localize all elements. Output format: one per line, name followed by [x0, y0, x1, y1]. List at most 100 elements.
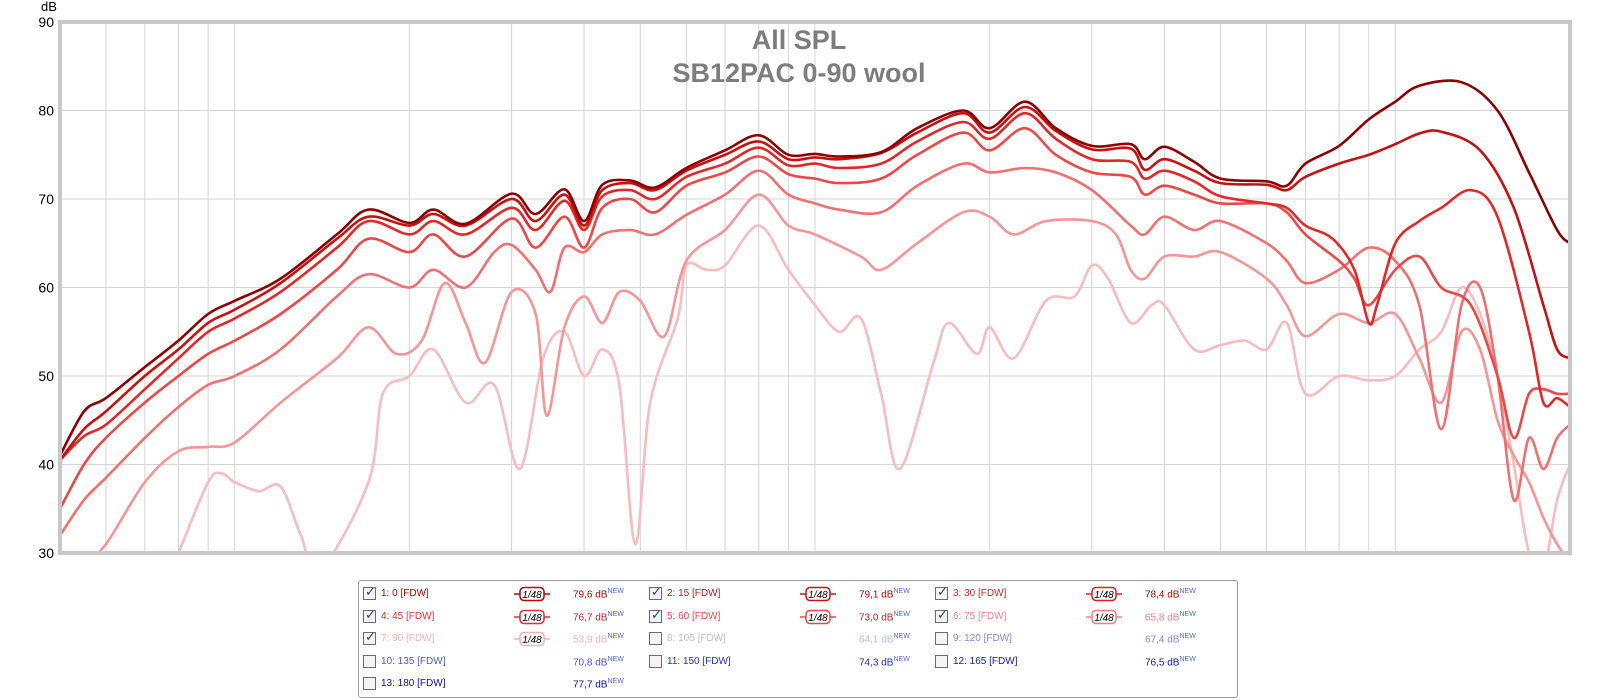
legend-new-badge: NEW: [893, 610, 910, 618]
smoothing-icon-box: [519, 609, 545, 624]
x-tick-label: 7k: [1298, 558, 1314, 560]
series-line-2: [60, 105, 1570, 461]
legend-item: 3: 30 [FDW] 1/48 78,4 dBNEW: [935, 584, 1215, 604]
legend-item: 1: 0 [FDW] 1/48 79,6 dBNEW: [363, 584, 643, 604]
chart-series: [60, 79, 1570, 553]
smoothing-icon[interactable]: 1/48: [1085, 586, 1123, 602]
legend-checkbox[interactable]: [649, 654, 662, 668]
series-line-7: [177, 224, 1570, 553]
legend-new-badge: NEW: [1179, 633, 1196, 640]
legend-item: 12: 165 [FDW] 76,5 dBNEW: [935, 652, 1215, 672]
series-line-3: [60, 111, 1570, 462]
smoothing-icon-box: [519, 631, 545, 647]
legend-item-value: 53,9 dBNEW: [573, 633, 624, 646]
x-tick-label: 60: [98, 558, 114, 560]
legend-checkbox[interactable]: [935, 632, 948, 645]
x-tick-label: 300: [500, 558, 524, 560]
chart-title: All SPL: [752, 25, 847, 55]
legend-item-value: 64,1 dBNEW: [859, 633, 910, 646]
smoothing-icon-label: 1/48: [1094, 590, 1114, 601]
y-tick-label: 70: [38, 191, 54, 207]
legend-checkbox[interactable]: [649, 585, 662, 600]
x-tick-label: 80: [171, 558, 187, 560]
y-tick-label: 50: [38, 368, 54, 384]
x-tick-label: 100: [223, 558, 247, 560]
legend-new-badge: NEW: [893, 633, 910, 640]
x-tick-label: 600: [675, 558, 699, 560]
smoothing-icon-label: 1/48: [522, 613, 542, 624]
legend-checkbox[interactable]: [649, 608, 662, 623]
legend-new-badge: NEW: [607, 588, 624, 595]
legend-item-value: 79,6 dBNEW: [573, 588, 624, 601]
y-tick-label: 60: [38, 280, 54, 296]
legend-item-label: 4: 45 [FDW]: [381, 610, 435, 622]
legend-checkbox[interactable]: [363, 630, 376, 645]
legend-item-label: 11: 150 [FDW]: [667, 655, 731, 667]
legend-item-value: 76,7 dBNEW: [573, 610, 624, 623]
y-tick-label: 80: [38, 103, 54, 119]
legend-item: 13: 180 [FDW] 77,7 dBNEW: [363, 674, 643, 694]
legend-item-value: 77,7 dBNEW: [573, 678, 624, 691]
legend-new-badge: NEW: [607, 655, 624, 663]
chart-grid: [59, 21, 1571, 554]
smoothing-icon[interactable]: 1/48: [799, 609, 837, 625]
legend-item-label: 9: 120 [FDW]: [953, 633, 1012, 644]
x-tick-label: 9k: [1361, 558, 1377, 560]
smoothing-icon[interactable]: 1/48: [513, 586, 551, 602]
x-tick-label: 1k: [808, 558, 824, 560]
smoothing-icon-box: [1091, 609, 1117, 624]
legend-item-label: 10: 135 [FDW]: [381, 655, 446, 667]
x-tick-label: 2k: [982, 558, 998, 560]
smoothing-icon[interactable]: 1/48: [799, 586, 837, 602]
legend-item: 5: 60 [FDW] 1/48 73,0 dBNEW: [649, 607, 929, 627]
y-tick-label: 30: [38, 545, 54, 560]
legend-checkbox[interactable]: [935, 654, 948, 668]
legend-checkbox[interactable]: [935, 585, 948, 600]
legend-checkbox[interactable]: [935, 608, 948, 623]
spl-chart: 30 40 50 60 70 80 90 50 60 70 80 100 200 300 400 500 600…: [38, 0, 1600, 560]
legend-item: 2: 15 [FDW] 1/48 79,1 dBNEW: [649, 584, 929, 604]
smoothing-icon-box: [519, 586, 545, 602]
legend-checkbox[interactable]: [649, 632, 662, 645]
legend-new-badge: NEW: [1179, 588, 1196, 595]
x-tick-label: 10k: [1384, 558, 1408, 560]
smoothing-icon-label: 1/48: [522, 635, 542, 646]
legend-item-label: 8: 105 [FDW]: [667, 633, 726, 644]
legend-item-value: 65,8 dBNEW: [1145, 610, 1196, 623]
legend-checkbox[interactable]: [363, 608, 376, 623]
x-tick-label: 4k: [1157, 558, 1173, 560]
smoothing-icon-label: 1/48: [808, 613, 828, 624]
legend-new-badge: NEW: [607, 633, 624, 640]
legend-item-label: 12: 165 [FDW]: [953, 655, 1018, 667]
legend-item: 7: 90 [FDW] 1/48 53,9 dBNEW: [363, 629, 643, 649]
smoothing-icon-label: 1/48: [522, 590, 542, 601]
legend-item-value: 73,0 dBNEW: [859, 610, 910, 623]
y-axis-label: dB: [41, 0, 57, 14]
x-tick-label: 700: [713, 558, 737, 560]
smoothing-icon-box: [805, 586, 831, 602]
smoothing-icon-label: 1/48: [808, 590, 828, 601]
legend-checkbox[interactable]: [363, 585, 376, 600]
chart-axes: 30 40 50 60 70 80 90 50 60 70 80 100 200 300 400 500 600…: [38, 14, 1600, 560]
legend-item-value: 76,5 dBNEW: [1145, 655, 1196, 668]
plot-frame: [58, 20, 1572, 555]
legend-checkbox[interactable]: [363, 677, 376, 690]
legend-item-label: 7: 90 [FDW]: [381, 633, 435, 644]
smoothing-icon[interactable]: 1/48: [1085, 609, 1123, 625]
smoothing-icon[interactable]: 1/48: [513, 631, 551, 647]
legend-item: 4: 45 [FDW] 1/48 76,7 dBNEW: [363, 607, 643, 627]
y-tick-label: 40: [38, 457, 54, 473]
x-tick-label: 50: [52, 558, 68, 560]
legend-item-label: 5: 60 [FDW]: [667, 610, 721, 622]
legend-new-badge: NEW: [1179, 655, 1196, 663]
smoothing-icon[interactable]: 1/48: [513, 609, 551, 625]
legend-new-badge: NEW: [1179, 610, 1196, 618]
legend-item: 6: 75 [FDW] 1/48 65,8 dBNEW: [935, 607, 1215, 627]
x-tick-label: 70: [137, 558, 153, 560]
x-tick-label: 6k: [1259, 558, 1275, 560]
legend-item-label: 3: 30 [FDW]: [953, 588, 1007, 599]
legend-checkbox[interactable]: [363, 654, 376, 668]
series-line-1: [60, 79, 1570, 457]
chart-subtitle: SB12PAC 0-90 wool: [672, 58, 925, 88]
